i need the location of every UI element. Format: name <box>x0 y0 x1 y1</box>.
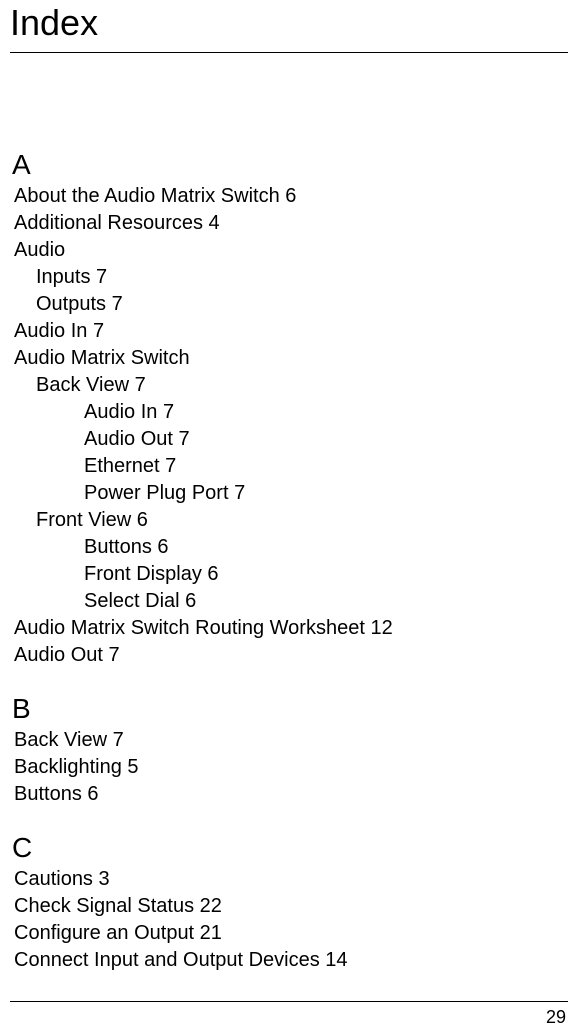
letter-heading: B <box>12 693 568 725</box>
index-section-c: C Cautions 3 Check Signal Status 22 Conf… <box>12 832 568 974</box>
index-entry: Additional Resources 4 <box>12 210 568 237</box>
index-entry: Audio Out 7 <box>12 642 568 669</box>
index-entry: Audio Out 7 <box>12 426 568 453</box>
footer-rule <box>10 1001 568 1002</box>
index-section-a: A About the Audio Matrix Switch 6 Additi… <box>12 149 568 669</box>
index-body: A About the Audio Matrix Switch 6 Additi… <box>0 53 578 974</box>
title-block: Index <box>0 0 578 52</box>
index-entry: Front View 6 <box>12 507 568 534</box>
index-section-b: B Back View 7 Backlighting 5 Buttons 6 <box>12 693 568 808</box>
index-entry: Audio Matrix Switch Routing Worksheet 12 <box>12 615 568 642</box>
index-entry: Back View 7 <box>12 727 568 754</box>
index-entry: Inputs 7 <box>12 264 568 291</box>
index-entry: Outputs 7 <box>12 291 568 318</box>
index-entry: Backlighting 5 <box>12 754 568 781</box>
index-entry: Front Display 6 <box>12 561 568 588</box>
letter-heading: C <box>12 832 568 864</box>
index-entry: Select Dial 6 <box>12 588 568 615</box>
index-entry: Audio Matrix Switch <box>12 345 568 372</box>
index-entry: Ethernet 7 <box>12 453 568 480</box>
index-entry: Audio In 7 <box>12 399 568 426</box>
page: Index A About the Audio Matrix Switch 6 … <box>0 0 578 1036</box>
index-entry: Cautions 3 <box>12 866 568 893</box>
index-entry: Power Plug Port 7 <box>12 480 568 507</box>
index-entry: Buttons 6 <box>12 781 568 808</box>
index-entry: Check Signal Status 22 <box>12 893 568 920</box>
index-entry: Buttons 6 <box>12 534 568 561</box>
index-entry: Configure an Output 21 <box>12 920 568 947</box>
letter-heading: A <box>12 149 568 181</box>
index-entry: Back View 7 <box>12 372 568 399</box>
index-entry: Audio In 7 <box>12 318 568 345</box>
index-entry: Audio <box>12 237 568 264</box>
index-entry: Connect Input and Output Devices 14 <box>12 947 568 974</box>
page-title: Index <box>10 0 568 52</box>
page-number: 29 <box>546 1007 566 1028</box>
index-entry: About the Audio Matrix Switch 6 <box>12 183 568 210</box>
